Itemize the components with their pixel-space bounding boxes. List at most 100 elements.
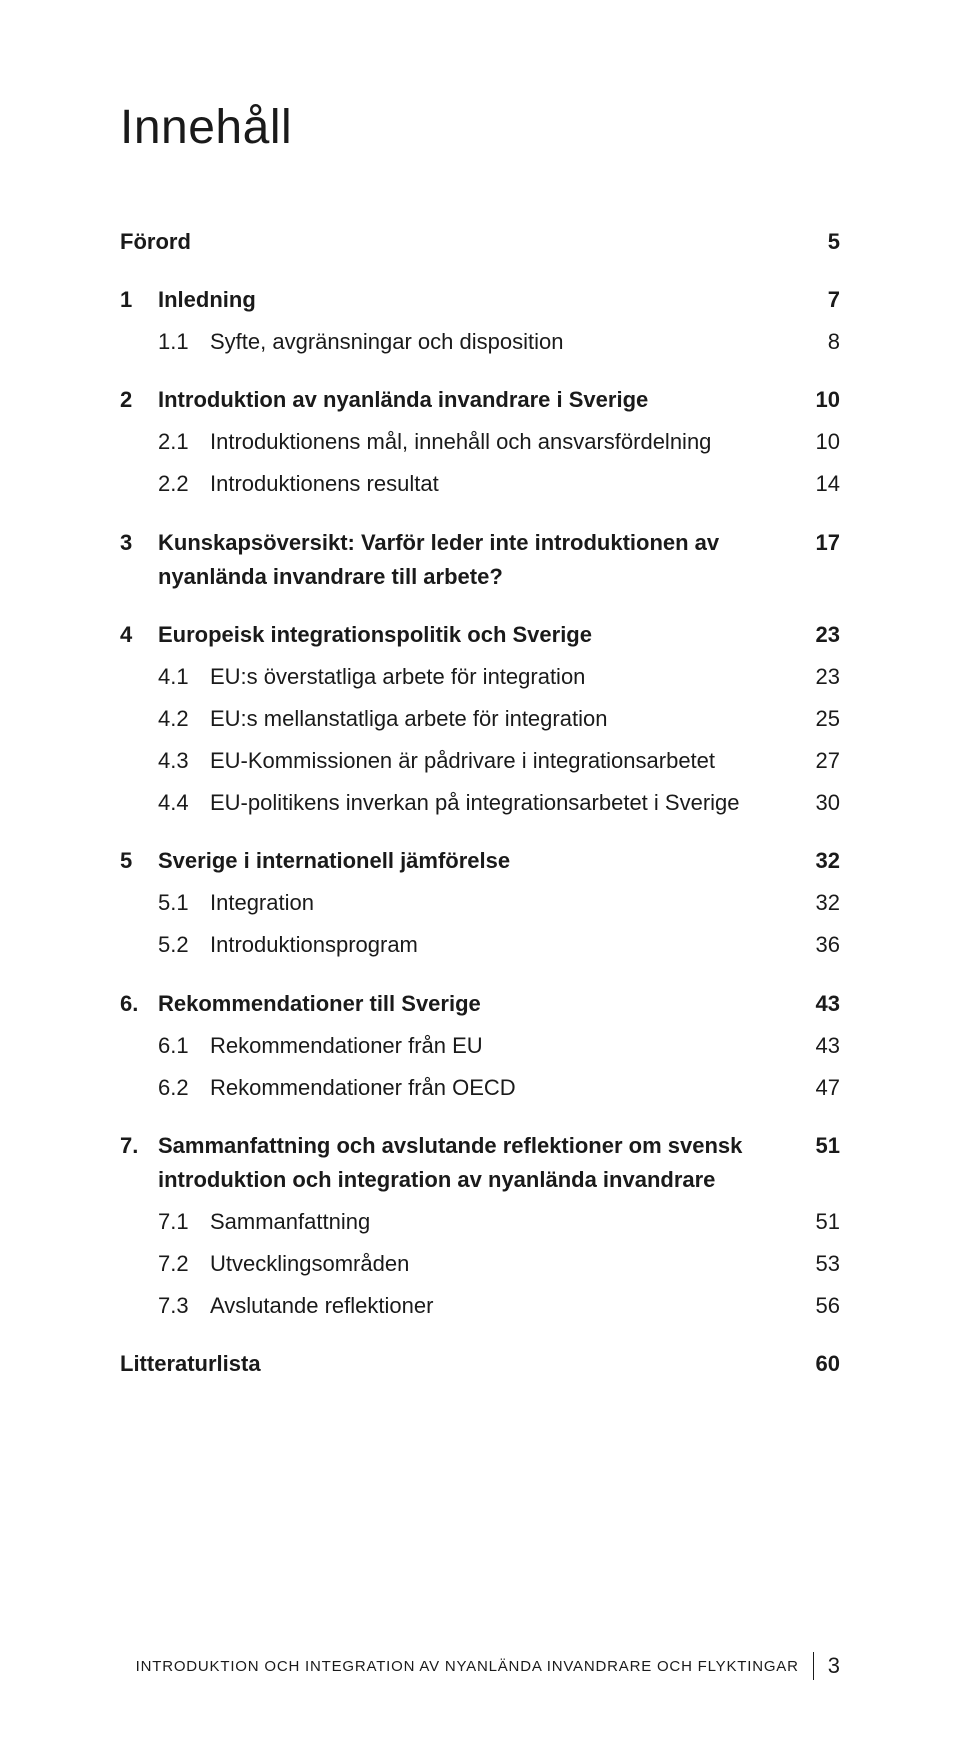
toc-page-number: 8 bbox=[806, 325, 840, 359]
toc-chapter-number: 6. bbox=[120, 987, 158, 1021]
toc-page-number: 25 bbox=[806, 702, 840, 736]
toc-label: Förord bbox=[120, 225, 806, 259]
toc-row: 4.2EU:s mellanstatliga arbete för integr… bbox=[120, 702, 840, 736]
toc-row-left: 1.1Syfte, avgränsningar och disposition bbox=[158, 325, 806, 359]
table-of-contents: Förord51Inledning71.1Syfte, avgränsninga… bbox=[120, 225, 840, 1381]
toc-page-number: 36 bbox=[806, 928, 840, 962]
toc-label: Introduktionens mål, innehåll och ansvar… bbox=[210, 425, 806, 459]
toc-label: Sammanfattning bbox=[210, 1205, 806, 1239]
toc-row: 4Europeisk integrationspolitik och Sveri… bbox=[120, 618, 840, 652]
toc-label: Inledning bbox=[158, 283, 806, 317]
page-title: Innehåll bbox=[120, 100, 840, 155]
toc-row-left: 5.2Introduktionsprogram bbox=[158, 928, 806, 962]
toc-sub-number: 5.1 bbox=[158, 886, 210, 920]
toc-row: 7.2Utvecklingsområden53 bbox=[120, 1247, 840, 1281]
toc-label: Integration bbox=[210, 886, 806, 920]
toc-label: Introduktionens resultat bbox=[210, 467, 806, 501]
toc-row: Förord5 bbox=[120, 225, 840, 259]
toc-row: 4.4EU-politikens inverkan på integration… bbox=[120, 786, 840, 820]
toc-page-number: 14 bbox=[806, 467, 840, 501]
toc-row-left: 4.1EU:s överstatliga arbete för integrat… bbox=[158, 660, 806, 694]
toc-row: 6.1Rekommendationer från EU43 bbox=[120, 1029, 840, 1063]
toc-row-left: 4.3EU-Kommissionen är pådrivare i integr… bbox=[158, 744, 806, 778]
toc-sub-number: 7.3 bbox=[158, 1289, 210, 1323]
toc-row: 3Kunskapsöversikt: Varför leder inte int… bbox=[120, 526, 840, 594]
toc-sub-number: 4.3 bbox=[158, 744, 210, 778]
toc-chapter-number: 7. bbox=[120, 1129, 158, 1163]
toc-row-left: 4Europeisk integrationspolitik och Sveri… bbox=[120, 618, 806, 652]
footer: INTRODUKTION OCH INTEGRATION AV NYANLÄND… bbox=[136, 1652, 840, 1680]
toc-label: Rekommendationer från EU bbox=[210, 1029, 806, 1063]
toc-label: Litteraturlista bbox=[120, 1347, 806, 1381]
toc-chapter-number: 3 bbox=[120, 526, 158, 560]
toc-label: Europeisk integrationspolitik och Sverig… bbox=[158, 618, 806, 652]
toc-sub-number: 5.2 bbox=[158, 928, 210, 962]
toc-row-left: 2.2Introduktionens resultat bbox=[158, 467, 806, 501]
toc-row-left: 4.4EU-politikens inverkan på integration… bbox=[158, 786, 806, 820]
toc-page-number: 56 bbox=[806, 1289, 840, 1323]
toc-row-left: 6.1Rekommendationer från EU bbox=[158, 1029, 806, 1063]
toc-row-left: 2Introduktion av nyanlända invandrare i … bbox=[120, 383, 806, 417]
toc-label: EU-Kommissionen är pådrivare i integrati… bbox=[210, 744, 806, 778]
toc-page-number: 47 bbox=[806, 1071, 840, 1105]
toc-label: Syfte, avgränsningar och disposition bbox=[210, 325, 806, 359]
toc-label: EU-politikens inverkan på integrationsar… bbox=[210, 786, 806, 820]
toc-row-left: 7.2Utvecklingsområden bbox=[158, 1247, 806, 1281]
toc-page-number: 53 bbox=[806, 1247, 840, 1281]
toc-sub-number: 2.1 bbox=[158, 425, 210, 459]
toc-sub-number: 7.2 bbox=[158, 1247, 210, 1281]
toc-row-left: 7.3Avslutande reflektioner bbox=[158, 1289, 806, 1323]
toc-page-number: 10 bbox=[806, 425, 840, 459]
toc-row-left: 6.2Rekommendationer från OECD bbox=[158, 1071, 806, 1105]
toc-page-number: 32 bbox=[806, 886, 840, 920]
toc-row: 5Sverige i internationell jämförelse32 bbox=[120, 844, 840, 878]
toc-page-number: 23 bbox=[806, 618, 840, 652]
toc-label: Avslutande reflektioner bbox=[210, 1289, 806, 1323]
toc-page-number: 17 bbox=[806, 526, 840, 560]
toc-row: 7.3Avslutande reflektioner56 bbox=[120, 1289, 840, 1323]
toc-label: EU:s mellanstatliga arbete för integrati… bbox=[210, 702, 806, 736]
toc-row-left: Förord bbox=[120, 225, 806, 259]
toc-page-number: 43 bbox=[806, 1029, 840, 1063]
toc-row-left: Litteraturlista bbox=[120, 1347, 806, 1381]
toc-sub-number: 4.1 bbox=[158, 660, 210, 694]
toc-chapter-number: 1 bbox=[120, 283, 158, 317]
toc-row-left: 5Sverige i internationell jämförelse bbox=[120, 844, 806, 878]
toc-row: 5.2Introduktionsprogram36 bbox=[120, 928, 840, 962]
toc-page-number: 30 bbox=[806, 786, 840, 820]
toc-label: Sverige i internationell jämförelse bbox=[158, 844, 806, 878]
toc-label: Rekommendationer från OECD bbox=[210, 1071, 806, 1105]
toc-page-number: 32 bbox=[806, 844, 840, 878]
toc-row-left: 5.1Integration bbox=[158, 886, 806, 920]
toc-page-number: 51 bbox=[806, 1129, 840, 1163]
toc-sub-number: 4.2 bbox=[158, 702, 210, 736]
toc-row: 7.Sammanfattning och avslutande reflekti… bbox=[120, 1129, 840, 1197]
page: Innehåll Förord51Inledning71.1Syfte, avg… bbox=[0, 0, 960, 1754]
toc-row: 7.1Sammanfattning51 bbox=[120, 1205, 840, 1239]
toc-row: 4.3EU-Kommissionen är pådrivare i integr… bbox=[120, 744, 840, 778]
toc-chapter-number: 5 bbox=[120, 844, 158, 878]
toc-chapter-number: 4 bbox=[120, 618, 158, 652]
toc-sub-number: 1.1 bbox=[158, 325, 210, 359]
toc-row-left: 6.Rekommendationer till Sverige bbox=[120, 987, 806, 1021]
toc-row: 1Inledning7 bbox=[120, 283, 840, 317]
toc-row: 4.1EU:s överstatliga arbete för integrat… bbox=[120, 660, 840, 694]
toc-page-number: 7 bbox=[806, 283, 840, 317]
toc-label: Sammanfattning och avslutande reflektion… bbox=[158, 1129, 806, 1197]
toc-label: EU:s överstatliga arbete för integration bbox=[210, 660, 806, 694]
toc-row: 6.2Rekommendationer från OECD47 bbox=[120, 1071, 840, 1105]
toc-sub-number: 2.2 bbox=[158, 467, 210, 501]
toc-row: Litteraturlista60 bbox=[120, 1347, 840, 1381]
toc-label: Introduktionsprogram bbox=[210, 928, 806, 962]
toc-row: 2.2Introduktionens resultat14 bbox=[120, 467, 840, 501]
toc-row-left: 7.1Sammanfattning bbox=[158, 1205, 806, 1239]
toc-page-number: 51 bbox=[806, 1205, 840, 1239]
toc-row-left: 4.2EU:s mellanstatliga arbete för integr… bbox=[158, 702, 806, 736]
toc-row: 5.1Integration32 bbox=[120, 886, 840, 920]
toc-page-number: 60 bbox=[806, 1347, 840, 1381]
toc-row: 6.Rekommendationer till Sverige43 bbox=[120, 987, 840, 1021]
toc-page-number: 5 bbox=[806, 225, 840, 259]
toc-label: Kunskapsöversikt: Varför leder inte intr… bbox=[158, 526, 806, 594]
toc-row-left: 7.Sammanfattning och avslutande reflekti… bbox=[120, 1129, 806, 1197]
toc-chapter-number: 2 bbox=[120, 383, 158, 417]
